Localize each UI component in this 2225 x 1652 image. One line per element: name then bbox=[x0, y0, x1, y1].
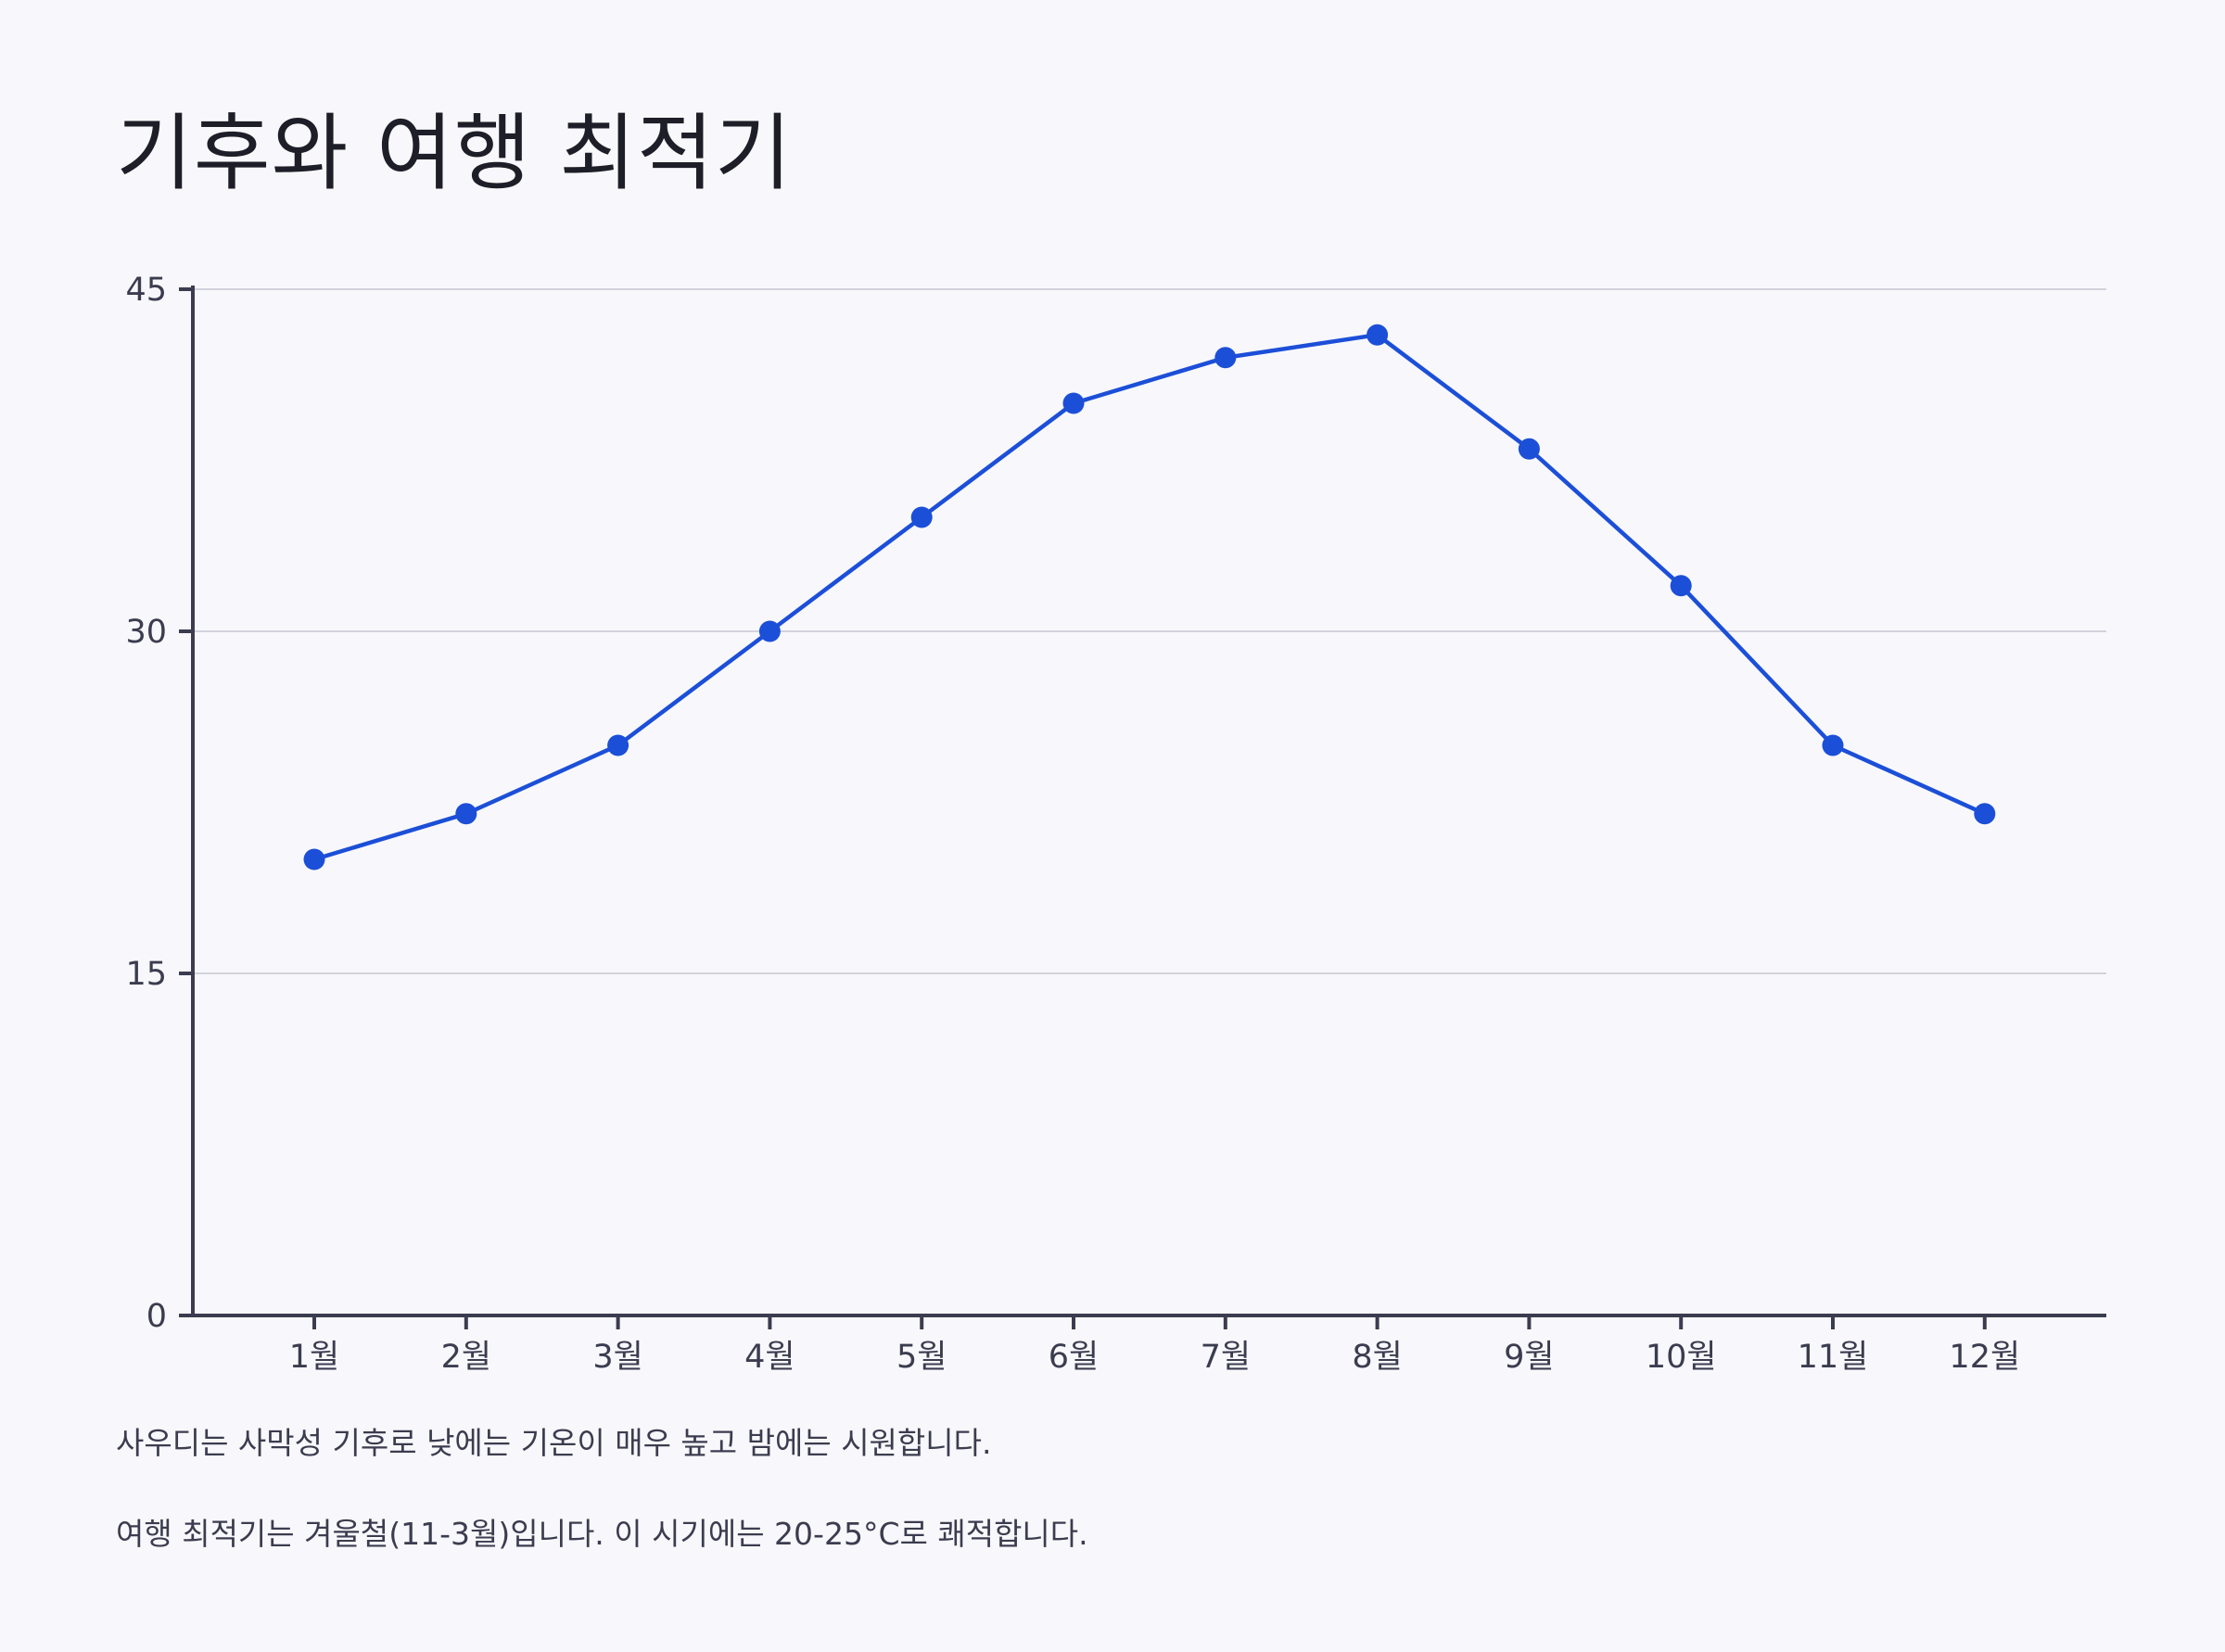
x-tick-label: 6월 bbox=[1049, 1339, 1099, 1376]
data-point bbox=[1367, 324, 1389, 346]
y-tick-label: 30 bbox=[125, 614, 167, 651]
data-point bbox=[1062, 392, 1085, 414]
x-axis-ticks: 1월 2월 3월 4월 5월 6월 7월 8월 9월 10월 11월 12월 bbox=[289, 1315, 2020, 1376]
data-point bbox=[607, 734, 629, 756]
data-point bbox=[758, 620, 781, 642]
data-point bbox=[1974, 803, 1996, 825]
caption-climate: 사우디는 사막성 기후로 낮에는 기온이 매우 높고 밤에는 시원합니다. bbox=[116, 1425, 992, 1461]
data-point bbox=[1518, 438, 1540, 460]
y-tick-label: 0 bbox=[146, 1298, 167, 1335]
page-title: 기후와 여행 최적기 bbox=[116, 105, 793, 202]
data-point bbox=[910, 506, 933, 528]
x-tick-label: 5월 bbox=[896, 1339, 947, 1376]
x-tick-label: 12월 bbox=[1949, 1339, 2020, 1376]
x-tick-label: 1월 bbox=[289, 1339, 339, 1376]
x-tick-label: 2월 bbox=[441, 1339, 491, 1376]
series bbox=[303, 324, 1996, 870]
data-point bbox=[1670, 575, 1692, 597]
grid-lines bbox=[193, 288, 2106, 974]
y-tick-label: 15 bbox=[125, 956, 167, 993]
data-point bbox=[1822, 734, 1844, 756]
x-tick-label: 3월 bbox=[592, 1339, 642, 1376]
data-point bbox=[1214, 347, 1237, 369]
x-tick-label: 4월 bbox=[744, 1339, 795, 1376]
x-tick-label: 8월 bbox=[1352, 1339, 1402, 1376]
x-tick-label: 10월 bbox=[1646, 1339, 1717, 1376]
caption-travel-season: 여행 최적기는 겨울철(11-3월)입니다. 이 시기에는 20-25°C로 쾌… bbox=[116, 1516, 1088, 1552]
x-tick-label: 9월 bbox=[1504, 1339, 1554, 1376]
series-line bbox=[312, 332, 1988, 862]
data-point bbox=[303, 848, 325, 870]
x-tick-label: 11월 bbox=[1798, 1339, 1869, 1376]
y-tick-label: 45 bbox=[125, 272, 167, 309]
x-tick-label: 7월 bbox=[1201, 1339, 1251, 1376]
y-axis-ticks: 0 15 30 45 bbox=[125, 272, 193, 1335]
data-point bbox=[455, 803, 477, 825]
axes bbox=[191, 286, 2106, 1317]
